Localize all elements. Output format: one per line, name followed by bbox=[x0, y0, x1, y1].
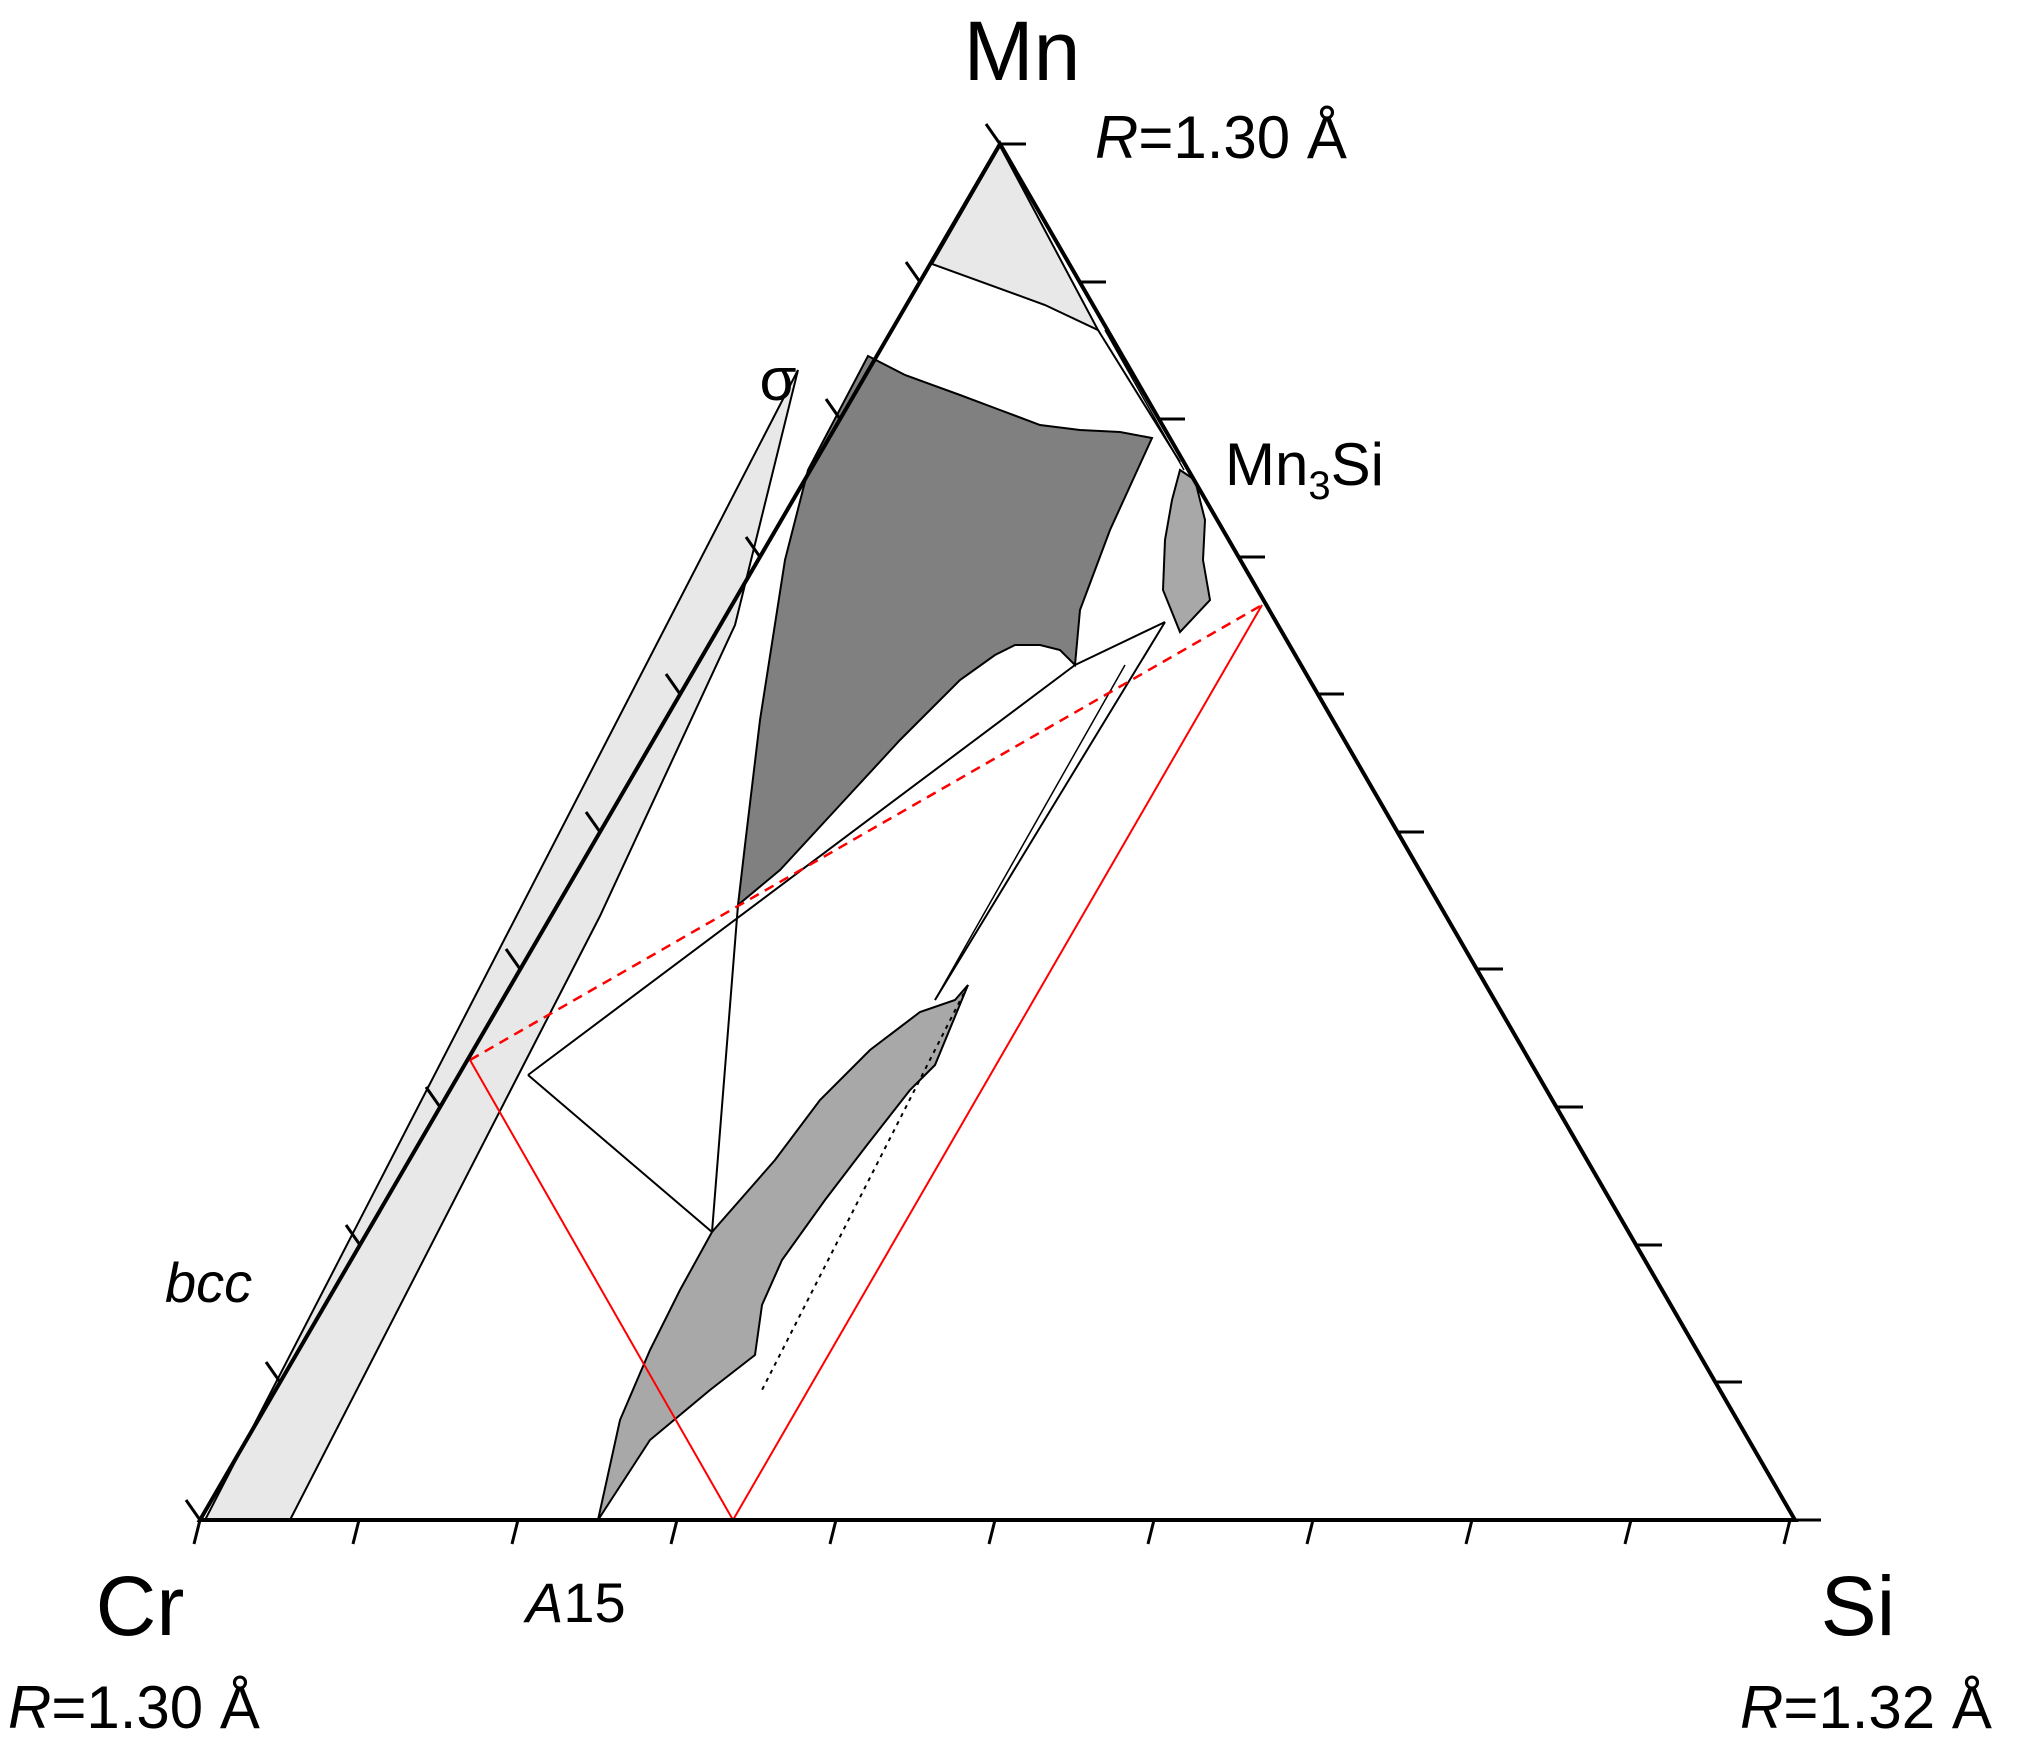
bcc-phase-label: bcc bbox=[165, 1251, 252, 1314]
mn-radius-label: R=1.30 Å bbox=[1095, 104, 1347, 171]
triangle-frame bbox=[196, 140, 1799, 1522]
mn3si-boundary-2 bbox=[1104, 329, 1185, 471]
tie-line-4 bbox=[527, 1074, 713, 1233]
vertex-label-si: Si bbox=[1821, 1559, 1896, 1653]
a15-phase-region bbox=[597, 984, 969, 1521]
tie-line-6 bbox=[934, 664, 1126, 1001]
mn3si-phase-label: Mn3Si bbox=[1225, 431, 1384, 508]
bottom-axis-ticks bbox=[192, 1519, 1792, 1545]
a15-dotted-boundary bbox=[761, 984, 969, 1391]
vertex-label-mn: Mn bbox=[964, 4, 1081, 98]
tie-line-1 bbox=[1074, 621, 1166, 666]
red-line-right bbox=[732, 604, 1263, 1521]
a15-phase-label: A15 bbox=[523, 1571, 626, 1634]
si-radius-label: R=1.32 Å bbox=[1740, 1674, 1992, 1741]
tie-line-2 bbox=[711, 904, 739, 1233]
tie-line-5 bbox=[934, 621, 1166, 1001]
right-axis-ticks bbox=[1000, 142, 1821, 1522]
cr-radius-label: R=1.30 Å bbox=[8, 1674, 260, 1741]
mn3si-phase-region bbox=[1161, 468, 1212, 634]
vertex-label-cr: Cr bbox=[96, 1559, 185, 1653]
red-line-left bbox=[469, 1059, 734, 1521]
left-axis-ticks bbox=[184, 123, 1002, 1521]
sigma-phase-label: σ bbox=[759, 346, 796, 413]
sigma-phase-region bbox=[736, 354, 1154, 908]
